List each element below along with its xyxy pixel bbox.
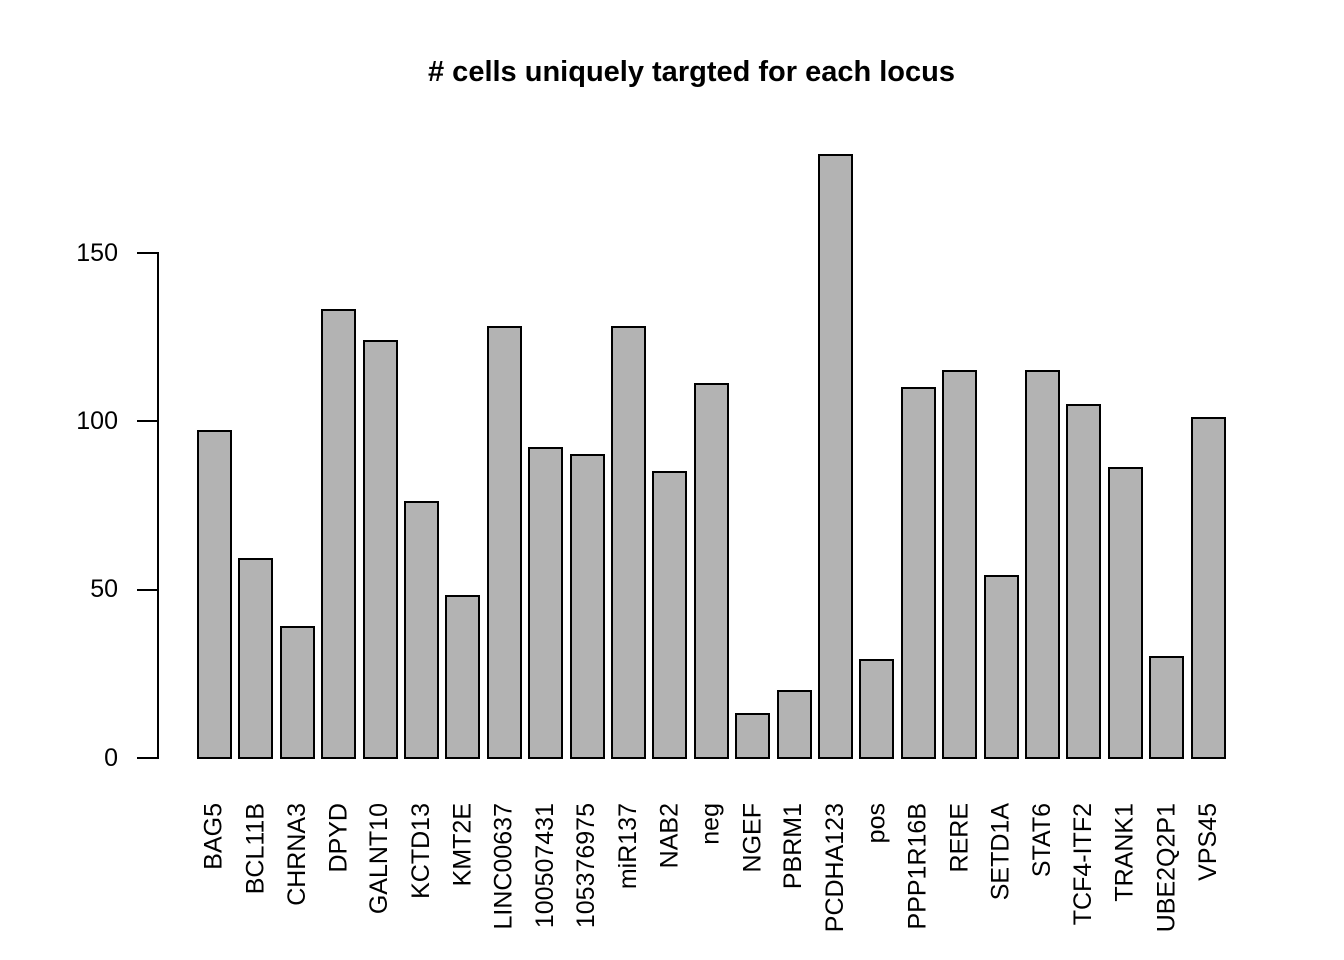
x-tick-label-DPYD: DPYD xyxy=(324,803,353,873)
bar-RERE xyxy=(942,369,978,759)
x-tick-label-NGEF: NGEF xyxy=(738,803,767,873)
x-tick-label-PCDHA123: PCDHA123 xyxy=(821,803,849,933)
x-tick-label-105376975: 105376975 xyxy=(572,803,601,929)
y-tick-label: 50 xyxy=(90,575,118,604)
x-tick-label-STAT6: STAT6 xyxy=(1028,803,1056,878)
x-tick-label-RERE: RERE xyxy=(945,803,974,873)
y-tick-label: 100 xyxy=(76,406,118,435)
x-tick-label-BAG5: BAG5 xyxy=(200,803,228,870)
x-tick-label-100507431: 100507431 xyxy=(531,803,560,929)
bar-LINC00637 xyxy=(486,326,522,759)
y-tick-mark xyxy=(137,252,157,254)
bar-105376975 xyxy=(569,454,605,759)
x-tick-label-SETD1A: SETD1A xyxy=(986,803,1015,901)
x-tick-label-UBE2Q2P1: UBE2Q2P1 xyxy=(1152,803,1181,933)
bar-STAT6 xyxy=(1025,369,1060,759)
bar-UBE2Q2P1 xyxy=(1149,656,1185,759)
x-tick-label-CHRNA3: CHRNA3 xyxy=(282,803,311,906)
y-axis-line xyxy=(157,252,159,759)
x-tick-label-KCTD13: KCTD13 xyxy=(407,803,435,899)
bar-neg xyxy=(693,383,729,759)
y-tick-label: 150 xyxy=(76,238,118,267)
chart-title: # cells uniquely targted for each locus xyxy=(428,56,955,88)
bar-GALNT10 xyxy=(362,339,398,759)
y-tick-mark xyxy=(137,588,157,591)
bar-KCTD13 xyxy=(404,501,439,759)
bar-DPYD xyxy=(321,309,357,759)
bar-TRANK1 xyxy=(1107,467,1143,759)
bar-BCL11B xyxy=(238,558,274,759)
bar-PCDHA123 xyxy=(818,154,853,759)
x-tick-label-PPP1R16B: PPP1R16B xyxy=(903,803,932,930)
x-tick-label-BCL11B: BCL11B xyxy=(241,803,270,895)
x-tick-label-TRANK1: TRANK1 xyxy=(1110,803,1139,902)
bar-100507431 xyxy=(528,447,564,759)
bar-pos xyxy=(859,659,895,759)
y-tick-mark xyxy=(137,757,157,759)
x-tick-label-VPS45: VPS45 xyxy=(1193,803,1222,881)
bar-TCF4-ITF2 xyxy=(1066,403,1102,759)
x-tick-label-PBRM1: PBRM1 xyxy=(779,803,808,890)
bar-KMT2E xyxy=(445,595,481,759)
x-tick-label-neg: neg xyxy=(696,803,725,845)
y-tick-mark xyxy=(137,420,157,423)
x-tick-label-KMT2E: KMT2E xyxy=(448,803,477,887)
x-tick-label-pos: pos xyxy=(862,803,891,844)
bar-BAG5 xyxy=(197,430,232,759)
x-tick-label-NAB2: NAB2 xyxy=(655,803,684,869)
x-tick-label-TCF4-ITF2: TCF4-ITF2 xyxy=(1069,803,1098,926)
bar-PPP1R16B xyxy=(900,386,936,759)
bar-NGEF xyxy=(735,713,771,759)
bar-NAB2 xyxy=(652,470,688,759)
x-tick-label-miR137: miR137 xyxy=(614,803,642,890)
bar-SETD1A xyxy=(983,575,1019,759)
x-tick-label-GALNT10: GALNT10 xyxy=(365,803,394,915)
x-tick-label-LINC00637: LINC00637 xyxy=(489,803,518,930)
y-tick-label: 0 xyxy=(104,743,118,772)
bar-CHRNA3 xyxy=(279,625,315,759)
bar-miR137 xyxy=(611,326,646,759)
bar-PBRM1 xyxy=(776,689,812,759)
bar-VPS45 xyxy=(1190,416,1226,759)
